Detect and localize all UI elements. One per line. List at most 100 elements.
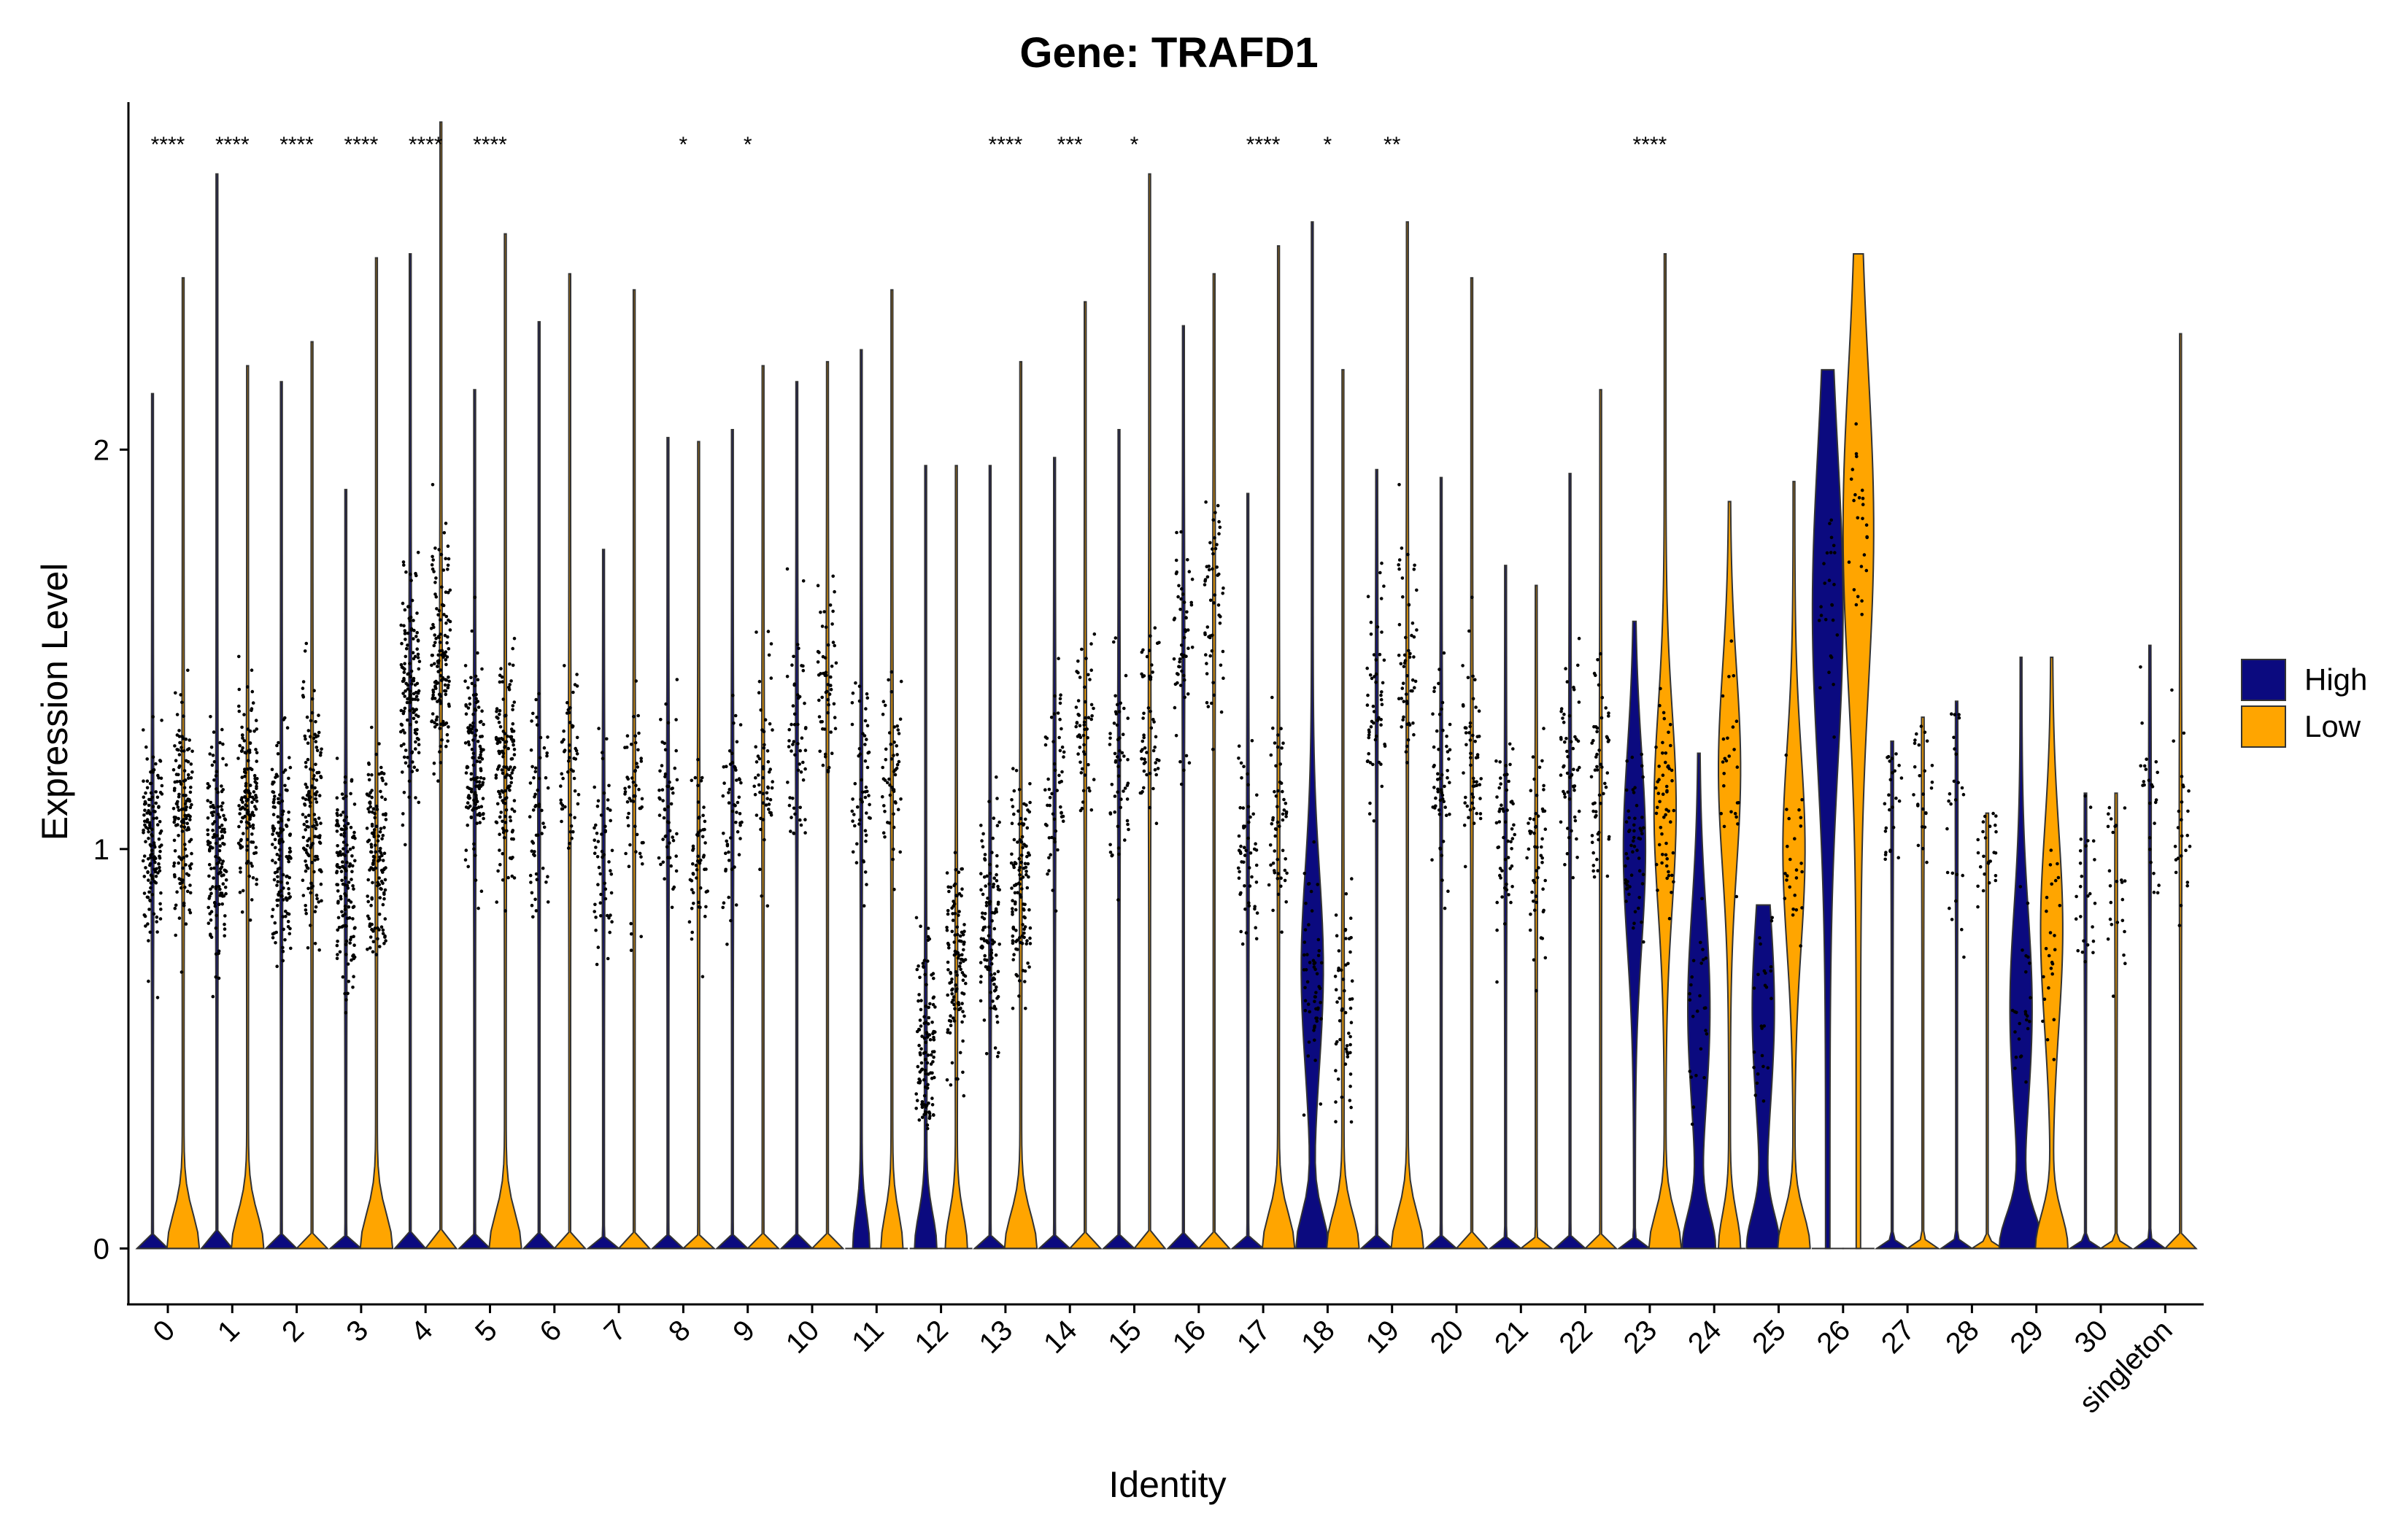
data-point [276, 880, 280, 883]
data-point [1542, 788, 1545, 792]
data-point [245, 844, 249, 848]
data-point [1799, 824, 1803, 828]
data-point [884, 747, 888, 751]
data-point [563, 664, 566, 668]
data-point [335, 819, 339, 823]
data-point [504, 765, 509, 769]
data-point [850, 722, 854, 727]
data-point [571, 769, 575, 773]
data-point [634, 784, 638, 787]
data-point [2074, 917, 2078, 921]
data-point [881, 777, 886, 781]
data-point [1759, 942, 1762, 946]
data-point [435, 681, 439, 685]
data-point [730, 809, 735, 813]
data-point [271, 824, 275, 828]
data-point [508, 662, 512, 666]
data-point [1380, 561, 1384, 565]
data-point [171, 767, 176, 772]
data-point [896, 808, 900, 811]
data-point [502, 836, 506, 840]
data-point [381, 902, 385, 907]
data-point [1575, 837, 1578, 841]
data-point [144, 825, 148, 829]
data-point [1123, 838, 1127, 842]
data-point [1014, 862, 1018, 865]
data-point [1415, 628, 1419, 632]
data-point [474, 728, 479, 732]
data-point [1594, 755, 1598, 759]
data-point [732, 721, 736, 725]
data-point [174, 903, 178, 908]
data-point [304, 904, 308, 908]
data-point [1511, 802, 1515, 805]
data-point [1049, 853, 1052, 856]
data-point [2042, 997, 2047, 1001]
data-point [408, 708, 412, 713]
data-point [447, 647, 451, 651]
data-point [509, 781, 513, 785]
data-point [1471, 784, 1475, 789]
data-point [148, 811, 153, 815]
data-point [1632, 844, 1637, 848]
data-point [2108, 884, 2112, 888]
data-point [1661, 773, 1665, 777]
data-point [989, 1006, 993, 1010]
data-point [175, 780, 180, 784]
data-point [1448, 781, 1451, 784]
data-point [600, 832, 603, 836]
data-point [664, 834, 668, 838]
data-point [2108, 917, 2112, 921]
data-point [184, 922, 188, 926]
data-point [337, 851, 341, 855]
data-point [1087, 716, 1091, 719]
data-point [415, 681, 420, 686]
data-point [341, 811, 345, 814]
data-point [1270, 695, 1274, 700]
data-point [277, 893, 281, 897]
data-point [980, 839, 984, 843]
legend-label-low: Low [2304, 709, 2361, 743]
data-point [660, 788, 665, 792]
data-point [1213, 546, 1218, 551]
data-point [951, 918, 955, 922]
data-point [1281, 818, 1285, 822]
data-point [960, 991, 964, 995]
data-point [1408, 655, 1412, 659]
data-point [383, 878, 387, 882]
data-point [475, 821, 479, 825]
data-point [1148, 805, 1151, 810]
data-point [510, 874, 514, 878]
data-point [344, 869, 348, 873]
data-point [2107, 812, 2110, 816]
data-point [1950, 712, 1953, 716]
data-point [1537, 866, 1540, 870]
data-point [447, 703, 451, 706]
data-point [1238, 850, 1243, 854]
data-point [2041, 1019, 2045, 1024]
data-point [498, 795, 502, 799]
data-point [1502, 922, 1507, 926]
data-point [303, 802, 306, 806]
data-point [1443, 784, 1446, 789]
data-point [1142, 769, 1146, 773]
data-point [596, 799, 601, 803]
data-point [1374, 658, 1378, 662]
data-point [945, 928, 949, 932]
data-point [1047, 836, 1051, 840]
data-point [760, 894, 763, 898]
data-point [1319, 1000, 1322, 1005]
data-point [724, 851, 728, 855]
data-point [1437, 747, 1440, 751]
data-point [1727, 754, 1731, 758]
data-point [245, 685, 250, 689]
data-point [374, 866, 377, 870]
data-point [352, 887, 355, 891]
data-point [2075, 894, 2078, 899]
data-point [1118, 749, 1122, 753]
data-point [248, 918, 252, 922]
data-point [479, 784, 483, 788]
data-point [439, 761, 443, 765]
data-point [1239, 929, 1243, 934]
data-point [317, 730, 321, 735]
